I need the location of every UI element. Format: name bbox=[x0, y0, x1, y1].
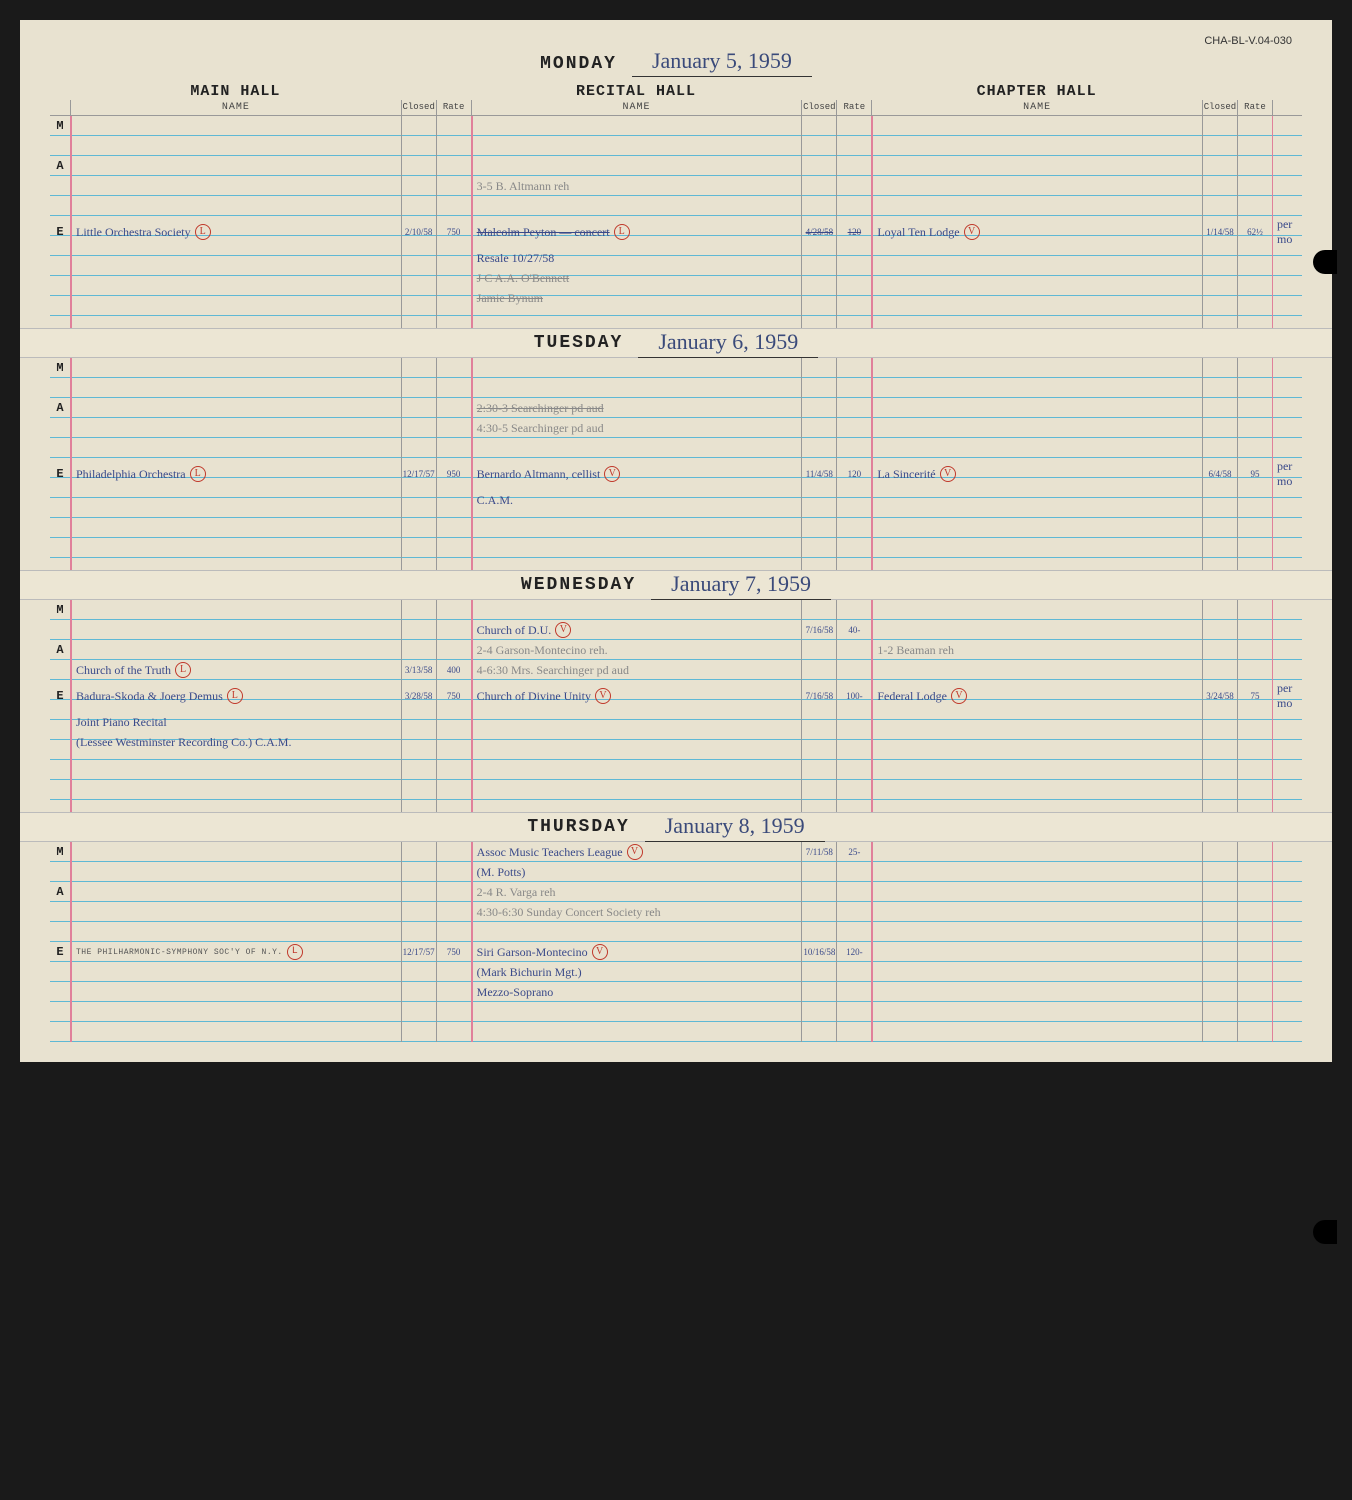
slot-e: E bbox=[50, 216, 70, 248]
resale-note: Resale 10/27/58 bbox=[471, 248, 802, 268]
day-header-wednesday: WEDNESDAY January 7, 1959 bbox=[20, 570, 1332, 600]
weekday-label: MONDAY bbox=[540, 54, 617, 74]
thursday-block: M Assoc Music Teachers LeagueV 7/11/58 2… bbox=[50, 842, 1302, 1042]
punch-hole bbox=[1313, 250, 1337, 274]
column-headers: NAME Closed Rate NAME Closed Rate NAME C… bbox=[50, 100, 1302, 116]
day-header-thursday: THURSDAY January 8, 1959 bbox=[20, 812, 1332, 842]
slot-a: A bbox=[50, 156, 70, 176]
recital-hall-title: RECITAL HALL bbox=[471, 83, 802, 100]
ledger-page: CHA-BL-V.04-030 MONDAY January 5, 1959 M… bbox=[20, 20, 1332, 1062]
main-hall-title: MAIN HALL bbox=[70, 83, 401, 100]
chapter-hall-title: CHAPTER HALL bbox=[871, 83, 1202, 100]
recital-e-entry: Malcolm Peyton — concertL bbox=[471, 216, 802, 248]
main-e-entry: Little Orchestra SocietyL bbox=[70, 216, 401, 248]
day-header-monday: MONDAY January 5, 1959 bbox=[50, 48, 1302, 77]
tuesday-block: M A2:30-3 Searchinger pd aud 4:30-5 Sear… bbox=[50, 358, 1302, 570]
archive-reference: CHA-BL-V.04-030 bbox=[1204, 35, 1292, 47]
date-handwritten: January 5, 1959 bbox=[632, 48, 812, 77]
punch-hole bbox=[1313, 1220, 1337, 1244]
recital-a-entry: 3-5 B. Altmann reh bbox=[471, 176, 802, 196]
monday-block: M A 3-5 B. Altmann reh E Little Orchestr… bbox=[50, 116, 1302, 328]
day-header-tuesday: TUESDAY January 6, 1959 bbox=[20, 328, 1332, 358]
slot-m: M bbox=[50, 116, 70, 136]
chapter-e-entry: Loyal Ten LodgeV bbox=[871, 216, 1202, 248]
wednesday-block: M Church of D.U.V 7/16/58 40- A 2-4 Gars… bbox=[50, 600, 1302, 812]
hall-headers: MAIN HALL RECITAL HALL CHAPTER HALL bbox=[50, 83, 1302, 100]
